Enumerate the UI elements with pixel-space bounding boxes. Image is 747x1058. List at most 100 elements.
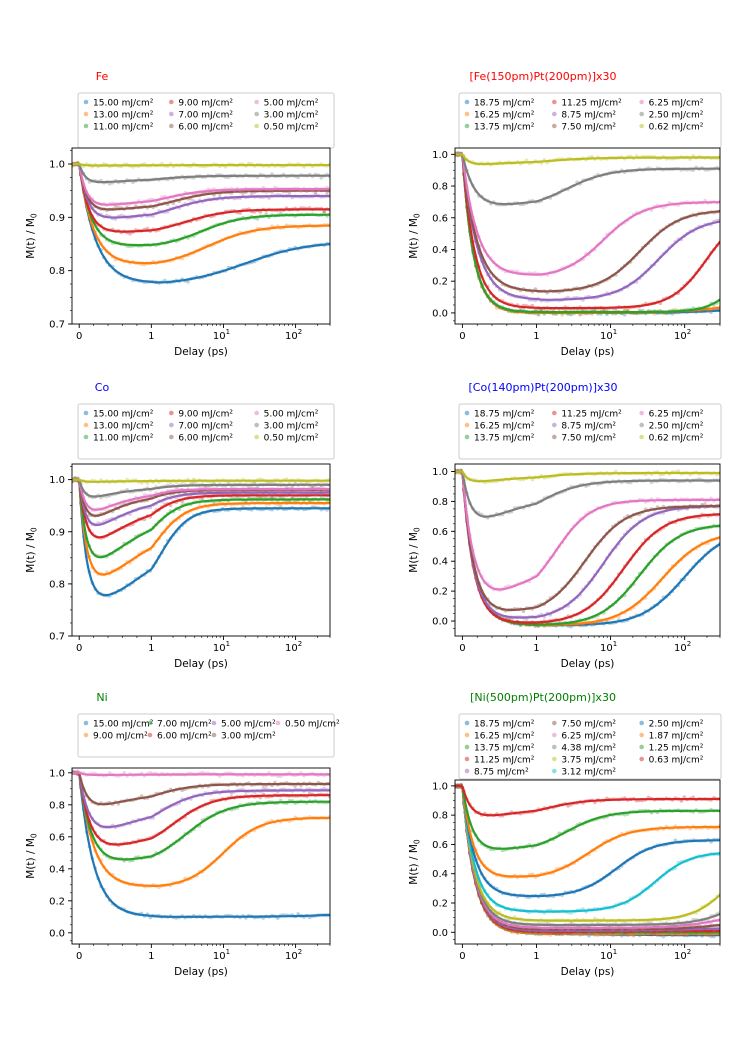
y-tick-label: 0.7	[49, 320, 65, 331]
legend-label: 3.00 mJ/cm²	[264, 422, 319, 432]
fit-line	[72, 162, 330, 167]
x-tick-label: 0	[459, 331, 465, 342]
axes-frame	[71, 767, 331, 945]
fit-line	[72, 771, 330, 861]
legend-marker	[639, 422, 644, 428]
series-1	[72, 477, 330, 598]
y-tick-label: 1.0	[432, 467, 448, 478]
legend-label: 9.00 mJ/cm²	[178, 99, 233, 109]
legend-marker	[552, 720, 557, 726]
fit-line	[72, 478, 330, 539]
chart-title: [Fe(150pm)Pt(200pm)]x30	[469, 70, 616, 83]
legend-marker	[147, 720, 153, 726]
legend-label: 5.00 mJ/cm²	[264, 410, 319, 420]
legend-marker	[552, 434, 557, 440]
plot-data	[455, 782, 720, 939]
legend-label: 6.00 mJ/cm²	[178, 434, 233, 444]
legend-label: 6.25 mJ/cm²	[649, 99, 704, 109]
legend-label: 2.50 mJ/cm²	[649, 422, 704, 432]
legend-marker	[169, 434, 174, 440]
fit-line	[455, 470, 720, 611]
y-tick-label: 0.4	[49, 864, 65, 875]
fit-line	[455, 153, 720, 310]
legend-marker	[83, 410, 89, 416]
plot-data	[72, 769, 330, 920]
series-4	[72, 477, 330, 540]
x-tick-label: 0	[76, 951, 82, 962]
y-tick-label: 0.6	[432, 213, 448, 224]
chart-title: Co	[95, 381, 110, 394]
chart-title: [Ni(500pm)Pt(200pm)]x30	[470, 691, 616, 704]
y-tick-label: 0.8	[49, 800, 65, 811]
legend-label: 13.75 mJ/cm²	[474, 434, 535, 444]
legend-label: 15.00 mJ/cm²	[93, 410, 154, 420]
legend-marker	[552, 422, 557, 428]
series-1	[72, 771, 330, 920]
axes-frame	[71, 463, 331, 637]
legend-label: 15.00 mJ/cm²	[93, 99, 154, 109]
fit-line	[455, 153, 720, 301]
series-4	[72, 161, 330, 236]
x-axis-label: Delay (ps)	[174, 658, 228, 670]
fit-line	[72, 162, 330, 247]
data-point	[319, 176, 324, 180]
legend-marker	[639, 756, 644, 762]
series-7	[72, 769, 330, 778]
legend-label: 11.25 mJ/cm²	[561, 99, 622, 109]
series-6	[455, 151, 720, 295]
fit-line	[455, 784, 720, 932]
series-9	[72, 477, 330, 485]
legend-marker	[464, 720, 470, 726]
legend-marker	[169, 123, 174, 129]
data-point	[578, 313, 582, 317]
series-2	[455, 468, 720, 629]
y-axis-label: M(t) / M0	[408, 527, 422, 573]
legend-marker	[464, 123, 470, 129]
y-tick-label: 0.4	[432, 557, 448, 568]
legend-label: 18.75 mJ/cm²	[474, 720, 535, 730]
legend-marker	[639, 732, 644, 738]
fit-line	[72, 771, 330, 887]
fit-line	[72, 162, 330, 211]
data-point	[122, 771, 126, 775]
y-tick-label: 0.6	[49, 832, 65, 843]
legend-marker	[147, 732, 153, 738]
legend-label: 16.25 mJ/cm²	[474, 732, 535, 742]
legend-marker	[552, 111, 557, 117]
x-axis-label: Delay (ps)	[561, 658, 615, 670]
fit-line	[455, 470, 720, 518]
fit-line	[455, 153, 720, 276]
y-tick-label: 0.7	[49, 632, 65, 643]
legend-label: 8.75 mJ/cm²	[561, 111, 616, 121]
legend-label: 13.75 mJ/cm²	[474, 123, 535, 133]
legend-marker	[464, 732, 470, 738]
y-axis: 0.70.80.91.0M(t) / M0	[25, 150, 72, 331]
legend-label: 11.25 mJ/cm²	[561, 410, 622, 420]
legend-label: 7.00 mJ/cm²	[178, 111, 233, 121]
y-tick-label: 0.0	[432, 308, 448, 319]
series-6	[72, 162, 330, 213]
fit-line	[455, 153, 720, 166]
legend-marker	[254, 123, 259, 129]
legend-label: 5.00 mJ/cm²	[264, 99, 319, 109]
legend-label: 3.75 mJ/cm²	[561, 756, 616, 766]
fit-line	[72, 478, 330, 597]
legend-marker	[83, 732, 89, 738]
legend-marker	[464, 99, 470, 105]
series-5	[72, 770, 330, 830]
series-7	[455, 152, 720, 277]
series-5	[72, 476, 330, 527]
x-tick-label: 1	[148, 643, 154, 654]
series-7	[72, 161, 330, 207]
axes-frame	[71, 147, 331, 325]
legend-marker	[464, 768, 470, 774]
y-tick-label: 0.2	[49, 896, 65, 907]
fit-line	[72, 478, 330, 559]
fit-line	[455, 153, 720, 206]
